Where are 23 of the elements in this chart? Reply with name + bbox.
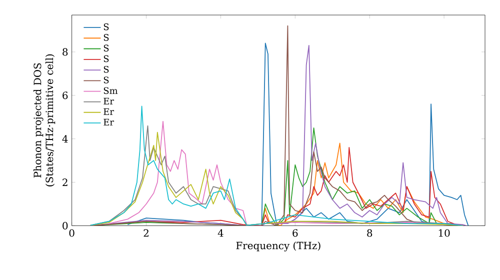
x-axis-title: Frequency (THz) [236,242,320,252]
x-tick-label: 0 [69,229,74,237]
legend-label: Er [104,118,114,126]
y-tick-label: 2 [62,178,68,186]
legend-label: Er [104,108,114,115]
legend-label: S [104,76,109,84]
x-tick-label: 2 [144,229,148,237]
y-tick-label: 8 [62,48,68,56]
y-tick-label: 6 [62,92,68,100]
x-tick-label: 6 [292,229,298,237]
x-tick-label: 10 [438,229,450,237]
y-tick-label: 0 [62,222,68,230]
legend-label: S [104,44,109,52]
legend-label: S [104,23,109,30]
legend-label: Er [104,98,114,104]
legend-label: Sm [104,87,118,94]
x-tick-label: 8 [367,229,372,237]
legend-label: S [104,55,109,62]
legend-label: S [104,66,109,73]
y-axis-title: Phonon projected DOS (States/THz·primitive cell) [33,54,56,186]
legend-label: S [104,34,109,41]
x-tick-label: 4 [218,229,224,237]
y-tick-label: 4 [62,135,68,143]
